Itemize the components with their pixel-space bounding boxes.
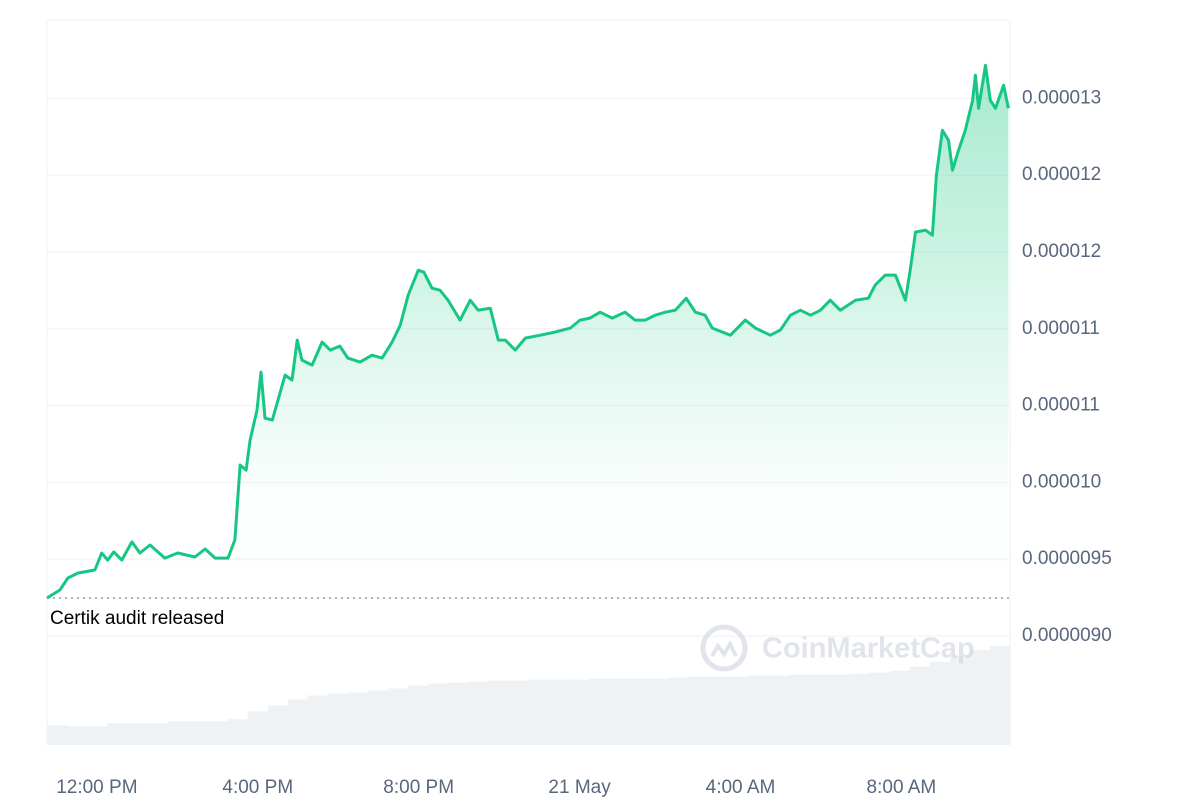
volume-bar [207, 721, 228, 745]
volume-bar [508, 680, 529, 745]
volume-bar [829, 674, 850, 745]
volume-bar [327, 693, 349, 745]
volume-bar [689, 676, 710, 745]
volume-bar [869, 672, 890, 745]
volume-bar [889, 670, 910, 745]
volume-bar [648, 678, 670, 745]
volume-bar [969, 649, 991, 745]
volume-bar [347, 692, 369, 745]
volume-bar [769, 675, 790, 745]
volume-bar [729, 676, 750, 745]
volume-bar [809, 674, 830, 745]
volume-bar [87, 726, 108, 745]
volume-bar [749, 675, 770, 745]
x-tick-label: 4:00 AM [706, 777, 776, 798]
price-line [46, 63, 1010, 600]
volume-bar [287, 699, 309, 745]
annotation-text: Certik audit released [50, 608, 224, 629]
volume-bar [368, 690, 389, 745]
volume-bar [989, 645, 1011, 745]
x-tick-label: 21 May [548, 777, 611, 798]
volume-bar [568, 679, 589, 745]
volume-bar [448, 682, 469, 745]
volume-bar [227, 719, 248, 745]
volume-bar [267, 705, 289, 745]
x-tick-label: 8:00 PM [383, 777, 454, 798]
volume-bar [167, 721, 188, 745]
volume-bar [47, 725, 68, 745]
x-tick-label: 4:00 PM [222, 777, 293, 798]
y-tick-label: 0.000012 [1022, 241, 1101, 262]
volume-bar [929, 661, 951, 745]
volume-bar [488, 680, 509, 745]
x-tick-label: 12:00 PM [56, 777, 137, 798]
volume-bar [67, 726, 88, 745]
volume-bar [147, 723, 168, 745]
area-fill [47, 65, 1009, 599]
y-tick-label: 0.000013 [1022, 87, 1101, 108]
volume-bar [528, 679, 549, 745]
watermark-text: CoinMarketCap [762, 633, 975, 665]
volume-bar [468, 681, 489, 745]
y-tick-label: 0.000011 [1022, 318, 1100, 339]
volume-bar [388, 688, 409, 745]
y-tick-label: 0.000012 [1022, 164, 1101, 185]
volume-bar [428, 683, 449, 745]
volume-bar [588, 678, 610, 745]
volume-bar [789, 674, 810, 745]
watermark-logo-mark [710, 639, 738, 658]
volume-bar [247, 711, 268, 745]
volume-bar [909, 666, 931, 745]
volume-bar [307, 695, 329, 745]
volume-bar [107, 723, 128, 745]
y-tick-label: 0.0000090 [1022, 625, 1112, 646]
watermark: CoinMarketCap [700, 624, 975, 672]
y-tick-label: 0.000010 [1022, 471, 1101, 492]
volume-bar [628, 678, 650, 745]
volume-bar [548, 679, 569, 745]
volume-bar [709, 676, 730, 745]
volume-bar [408, 685, 429, 745]
watermark-logo [700, 624, 748, 672]
volume-bar [608, 678, 630, 745]
volume-bar [849, 673, 870, 745]
volume-bar [949, 655, 971, 745]
y-tick-label: 0.0000095 [1022, 548, 1112, 569]
volume-bar [668, 677, 690, 745]
x-tick-label: 8:00 AM [867, 777, 937, 798]
y-tick-label: 0.000011 [1022, 395, 1100, 416]
volume-bar [127, 723, 148, 745]
volume-bar [187, 721, 208, 745]
